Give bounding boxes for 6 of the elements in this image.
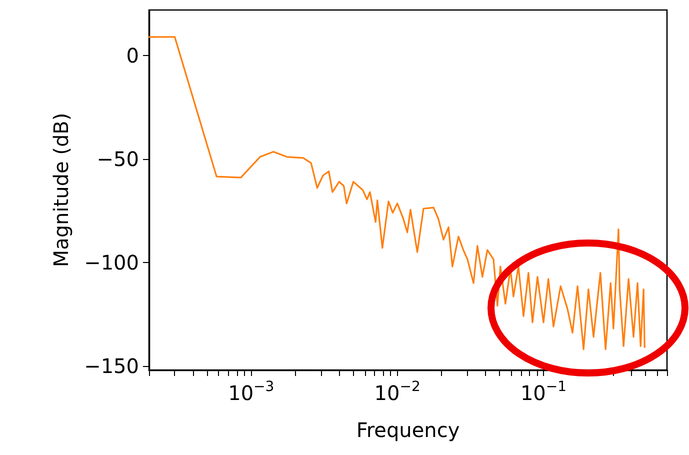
y-tick-label: −50 bbox=[96, 146, 139, 171]
y-tick-label: −150 bbox=[84, 354, 139, 378]
y-axis-title: Magnitude (dB) bbox=[49, 112, 73, 268]
y-tick-label: 0 bbox=[126, 44, 139, 68]
x-axis-title: Frequency bbox=[356, 418, 460, 442]
y-tick-label: −100 bbox=[84, 250, 139, 274]
